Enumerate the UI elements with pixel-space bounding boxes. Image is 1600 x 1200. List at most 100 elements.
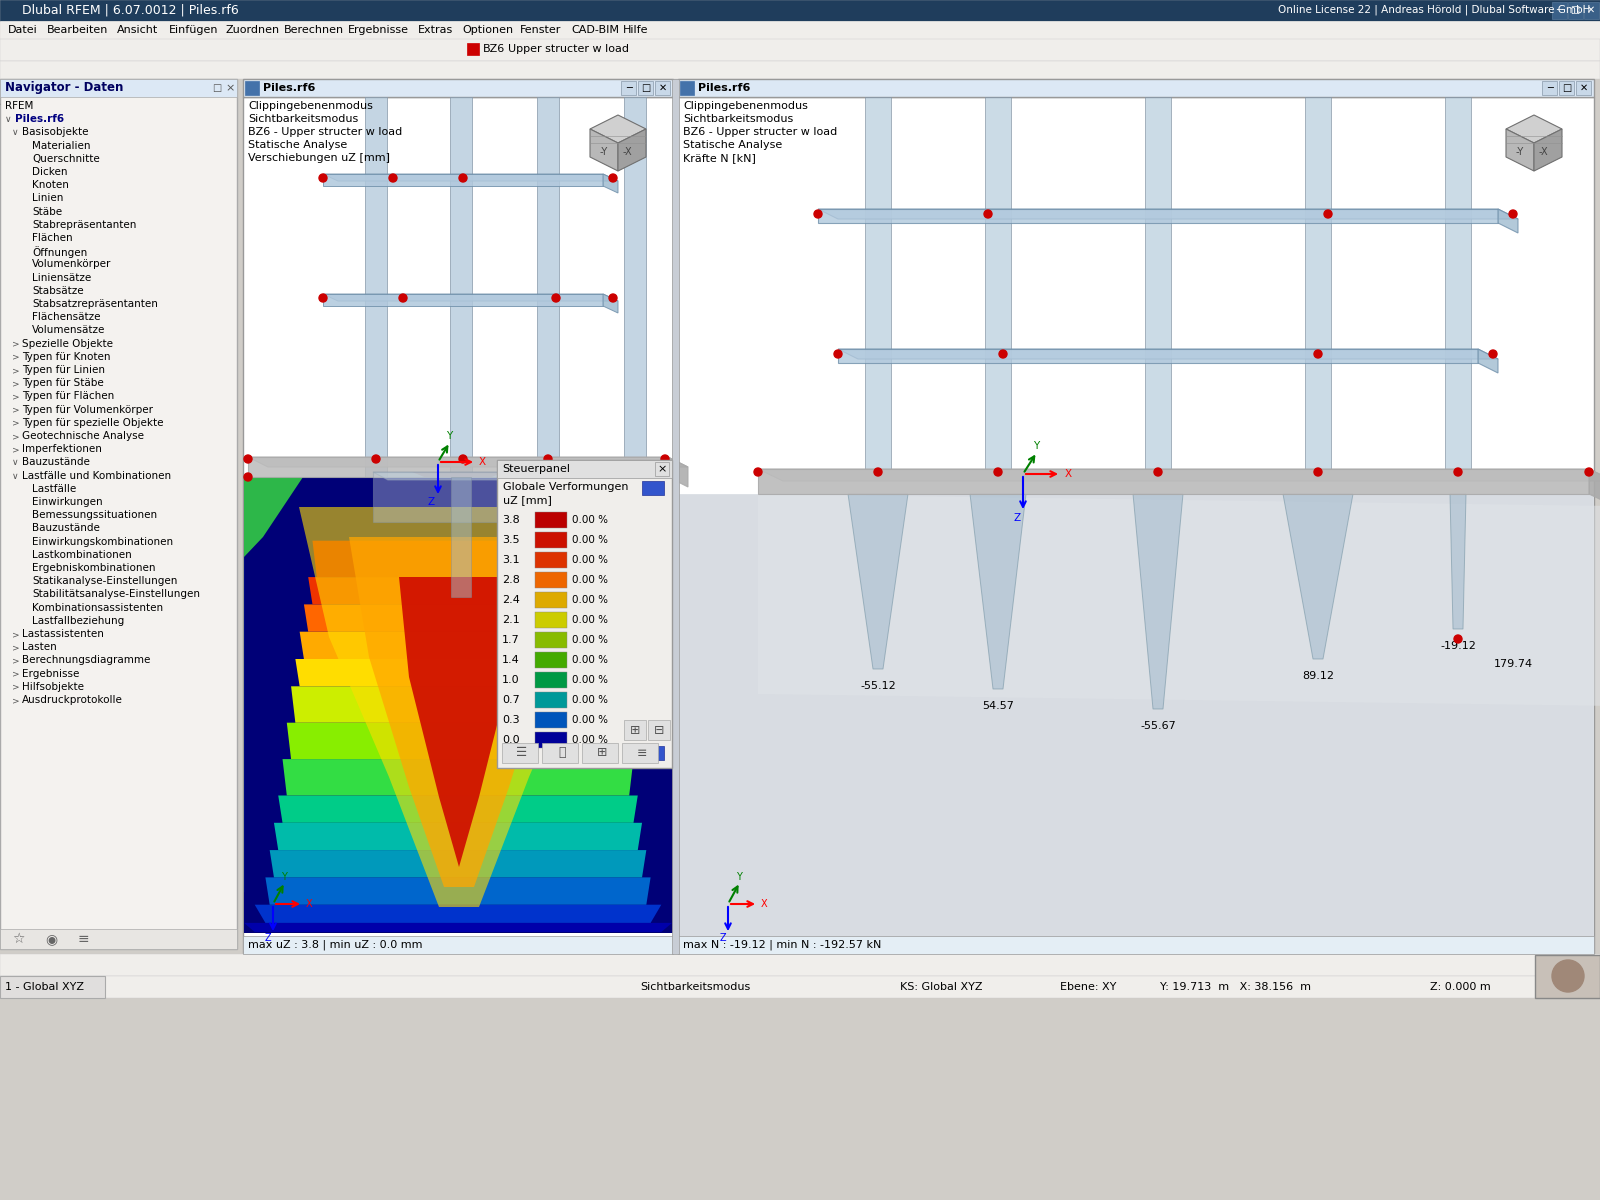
Circle shape	[459, 455, 467, 463]
Bar	[0, 976, 1600, 998]
Circle shape	[984, 210, 992, 218]
Polygon shape	[296, 659, 621, 686]
Polygon shape	[603, 294, 618, 313]
Bar	[0, 0, 1600, 20]
Text: Y: Y	[736, 872, 742, 882]
Circle shape	[1154, 468, 1162, 476]
Text: □: □	[642, 83, 651, 92]
Text: Geotechnische Analyse: Geotechnische Analyse	[22, 431, 144, 440]
Polygon shape	[669, 457, 688, 487]
Text: >: >	[13, 630, 19, 640]
Polygon shape	[1534, 128, 1562, 170]
Text: Lastassistenten: Lastassistenten	[22, 629, 104, 640]
Text: 0.00 %: 0.00 %	[573, 674, 608, 685]
Circle shape	[814, 210, 822, 218]
Polygon shape	[398, 577, 518, 866]
Polygon shape	[309, 577, 608, 605]
Text: Flächensätze: Flächensätze	[32, 312, 101, 322]
Text: ×: ×	[658, 464, 667, 474]
Polygon shape	[243, 476, 672, 932]
Text: -55.67: -55.67	[1141, 721, 1176, 731]
Circle shape	[874, 468, 882, 476]
Circle shape	[459, 174, 467, 182]
Text: Basisobjekte: Basisobjekte	[22, 127, 88, 138]
Text: Volumensätze: Volumensätze	[32, 325, 106, 335]
Text: Stabsatzrepräsentanten: Stabsatzrepräsentanten	[32, 299, 158, 308]
Text: ─: ─	[1547, 83, 1554, 92]
Text: Lastfälle und Kombinationen: Lastfälle und Kombinationen	[22, 470, 171, 480]
Text: 3.8: 3.8	[502, 515, 520, 526]
Bar	[243, 476, 672, 932]
Text: Knoten: Knoten	[32, 180, 69, 190]
Text: Z: Z	[1013, 514, 1021, 523]
Text: Online License 22 | Andreas Hörold | Dlubal Software GmbH: Online License 22 | Andreas Hörold | Dlu…	[1278, 5, 1590, 16]
Polygon shape	[538, 476, 558, 596]
Bar	[648, 720, 670, 740]
Text: Stabsätze: Stabsätze	[32, 286, 83, 295]
Text: 0.00 %: 0.00 %	[573, 614, 608, 625]
Bar	[534, 672, 566, 688]
Polygon shape	[419, 476, 498, 487]
Bar	[1576, 80, 1590, 95]
Polygon shape	[394, 476, 522, 532]
Text: Einwirkungen: Einwirkungen	[32, 497, 102, 506]
Polygon shape	[818, 209, 1518, 218]
Polygon shape	[603, 174, 618, 193]
Text: Stabilitätsanalyse-Einstellungen: Stabilitätsanalyse-Einstellungen	[32, 589, 200, 599]
Bar	[1542, 80, 1557, 95]
Text: BZ6 - Upper structer w load: BZ6 - Upper structer w load	[683, 127, 837, 137]
Text: Typen für Volumenkörper: Typen für Volumenkörper	[22, 404, 154, 414]
Text: >: >	[13, 445, 19, 454]
Circle shape	[371, 455, 381, 463]
Circle shape	[998, 350, 1006, 358]
Polygon shape	[818, 209, 1498, 223]
Text: >: >	[13, 696, 19, 706]
Circle shape	[389, 174, 397, 182]
Bar	[498, 460, 672, 478]
Text: Imperfektionen: Imperfektionen	[22, 444, 102, 454]
Bar	[672, 79, 678, 954]
Text: >: >	[13, 419, 19, 427]
Text: Statische Analyse: Statische Analyse	[248, 140, 347, 150]
Text: 0.00 %: 0.00 %	[573, 554, 608, 565]
Circle shape	[544, 455, 552, 463]
Polygon shape	[299, 631, 616, 659]
Polygon shape	[243, 476, 302, 557]
Text: Navigator - Daten: Navigator - Daten	[5, 82, 123, 95]
Bar	[534, 612, 566, 628]
Polygon shape	[365, 476, 552, 572]
Circle shape	[318, 174, 326, 182]
Polygon shape	[365, 97, 387, 914]
Circle shape	[994, 468, 1002, 476]
Bar	[678, 936, 1594, 954]
Bar	[542, 743, 578, 763]
Text: 1 - Global XYZ: 1 - Global XYZ	[5, 982, 83, 992]
Circle shape	[1454, 468, 1462, 476]
Circle shape	[661, 455, 669, 463]
Bar	[534, 552, 566, 568]
Text: □: □	[1570, 5, 1579, 14]
Text: >: >	[13, 670, 19, 679]
Text: 3.5: 3.5	[502, 535, 520, 545]
Text: Z: Z	[429, 497, 435, 506]
Circle shape	[243, 473, 253, 481]
Text: 0.0: 0.0	[502, 734, 520, 745]
Text: 1.7: 1.7	[502, 635, 520, 646]
Polygon shape	[274, 476, 642, 812]
Text: Einfügen: Einfügen	[168, 25, 218, 35]
Circle shape	[1490, 350, 1498, 358]
Text: Flächen: Flächen	[32, 233, 72, 242]
Polygon shape	[848, 494, 909, 670]
Text: KS: Global XYZ: KS: Global XYZ	[899, 982, 982, 992]
Text: Typen für Flächen: Typen für Flächen	[22, 391, 114, 401]
Circle shape	[754, 468, 762, 476]
Text: Y: Y	[446, 431, 453, 440]
Bar	[245, 80, 259, 95]
Circle shape	[1314, 350, 1322, 358]
Text: Bauzustände: Bauzustände	[32, 523, 99, 533]
Bar	[0, 929, 237, 949]
Polygon shape	[349, 538, 570, 887]
Bar	[678, 79, 1594, 97]
Text: >: >	[13, 392, 19, 401]
Bar	[534, 572, 566, 588]
